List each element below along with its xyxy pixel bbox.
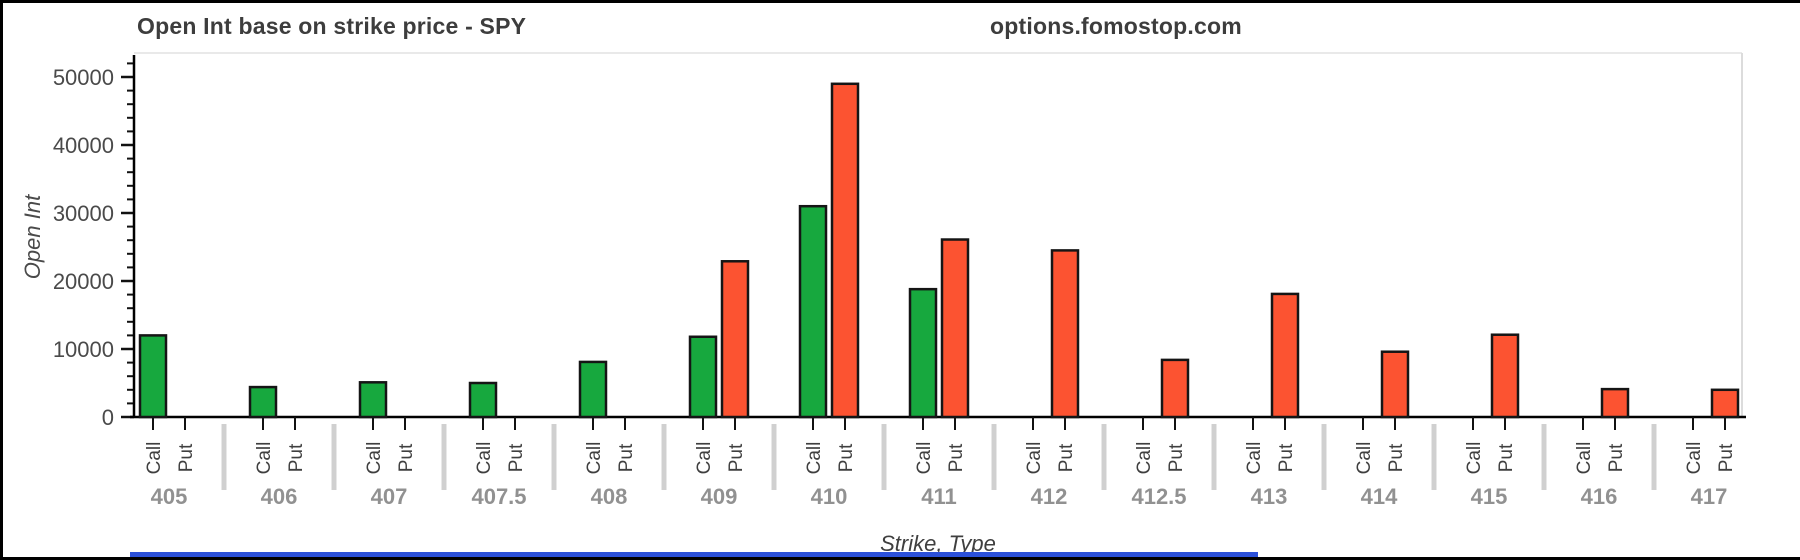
- bar-type-label: Call: [364, 442, 385, 475]
- screenshot-border-left: [0, 0, 3, 560]
- site-watermark: options.fomostop.com: [990, 13, 1242, 39]
- bar-411-call[interactable]: [908, 287, 938, 419]
- strike-label: 417: [1691, 484, 1728, 509]
- bar-type-label: Put: [836, 443, 857, 472]
- y-tick-label: 50000: [53, 65, 114, 90]
- bar-type-label: Put: [1276, 443, 1297, 472]
- bar-408-call[interactable]: [578, 360, 608, 419]
- group-divider: [771, 424, 777, 490]
- bar-type-label: Call: [584, 442, 605, 475]
- strike-label: 411: [921, 484, 957, 509]
- bar-409-call[interactable]: [688, 335, 718, 419]
- bar-405-call[interactable]: [138, 334, 168, 419]
- group-divider: [881, 424, 887, 490]
- y-tick-label: 30000: [53, 201, 114, 226]
- bar-407.5-call[interactable]: [468, 381, 498, 419]
- group-divider: [331, 424, 337, 490]
- group-divider: [661, 424, 667, 490]
- bar-type-label: Call: [1244, 442, 1265, 475]
- bar-415-put[interactable]: [1490, 333, 1520, 419]
- bar-406-call[interactable]: [248, 385, 278, 419]
- strike-label: 409: [701, 484, 738, 509]
- bar-type-label: Call: [1134, 442, 1155, 475]
- bottom-progress-bar: [130, 552, 1258, 560]
- group-divider: [551, 424, 557, 490]
- bar-412.5-put[interactable]: [1160, 358, 1190, 419]
- bar-410-put[interactable]: [830, 82, 860, 419]
- bar-type-label: Call: [804, 442, 825, 475]
- bar-type-label: Put: [396, 443, 417, 472]
- strike-label: 406: [261, 484, 298, 509]
- x-axis-title: Strike, Type: [880, 531, 996, 556]
- bar-type-label: Call: [1024, 442, 1045, 475]
- bar-type-label: Put: [946, 443, 967, 472]
- screenshot-border-bottom: [0, 557, 1800, 560]
- bar-type-label: Put: [616, 443, 637, 472]
- y-axis-title: Open Int: [20, 194, 45, 279]
- bar-type-label: Put: [176, 443, 197, 472]
- bar-type-label: Call: [1354, 442, 1375, 475]
- y-tick-label: 20000: [53, 269, 114, 294]
- group-divider: [221, 424, 227, 490]
- bar-type-label: Call: [144, 442, 165, 475]
- bar-type-label: Put: [1496, 443, 1517, 472]
- strike-label: 416: [1581, 484, 1618, 509]
- bar-type-label: Call: [914, 442, 935, 475]
- strike-label: 408: [591, 484, 628, 509]
- bar-417-put[interactable]: [1710, 388, 1740, 419]
- bar-411-put[interactable]: [940, 238, 970, 419]
- strike-label: 412.5: [1131, 484, 1186, 509]
- group-divider: [441, 424, 447, 490]
- bar-type-label: Call: [474, 442, 495, 475]
- bar-407-call[interactable]: [358, 381, 388, 419]
- strike-label: 414: [1361, 484, 1398, 509]
- y-tick-label: 10000: [53, 337, 114, 362]
- bar-type-label: Put: [1386, 443, 1407, 472]
- bar-type-label: Call: [1464, 442, 1485, 475]
- bar-type-label: Put: [286, 443, 307, 472]
- strike-label: 413: [1251, 484, 1288, 509]
- strike-label: 412: [1031, 484, 1068, 509]
- strike-label: 407: [371, 484, 408, 509]
- bar-type-label: Put: [506, 443, 527, 472]
- bar-type-label: Put: [1716, 443, 1737, 472]
- y-tick-label: 0: [102, 405, 114, 430]
- bar-type-label: Put: [1166, 443, 1187, 472]
- bar-type-label: Call: [254, 442, 275, 475]
- bar-413-put[interactable]: [1270, 292, 1300, 419]
- bar-type-label: Call: [1684, 442, 1705, 475]
- screenshot-border-top: [0, 0, 1800, 3]
- bar-409-put[interactable]: [720, 260, 750, 419]
- strike-label: 407.5: [471, 484, 526, 509]
- group-divider: [1541, 424, 1547, 490]
- group-divider: [1321, 424, 1327, 490]
- strike-label: 405: [151, 484, 188, 509]
- strike-label: 415: [1471, 484, 1508, 509]
- strike-label: 410: [811, 484, 848, 509]
- bar-type-label: Call: [1574, 442, 1595, 475]
- chart-title: Open Int base on strike price - SPY: [137, 13, 527, 39]
- group-divider: [991, 424, 997, 490]
- bar-type-label: Put: [1606, 443, 1627, 472]
- group-divider: [1431, 424, 1437, 490]
- group-divider: [1211, 424, 1217, 490]
- bar-type-label: Call: [694, 442, 715, 475]
- bar-type-label: Put: [726, 443, 747, 472]
- bar-type-label: Put: [1056, 443, 1077, 472]
- group-divider: [1101, 424, 1107, 490]
- group-divider: [1651, 424, 1657, 490]
- y-tick-label: 40000: [53, 133, 114, 158]
- bar-414-put[interactable]: [1380, 350, 1410, 419]
- bar-410-call[interactable]: [798, 204, 828, 419]
- bar-412-put[interactable]: [1050, 249, 1080, 419]
- bar-416-put[interactable]: [1600, 387, 1630, 419]
